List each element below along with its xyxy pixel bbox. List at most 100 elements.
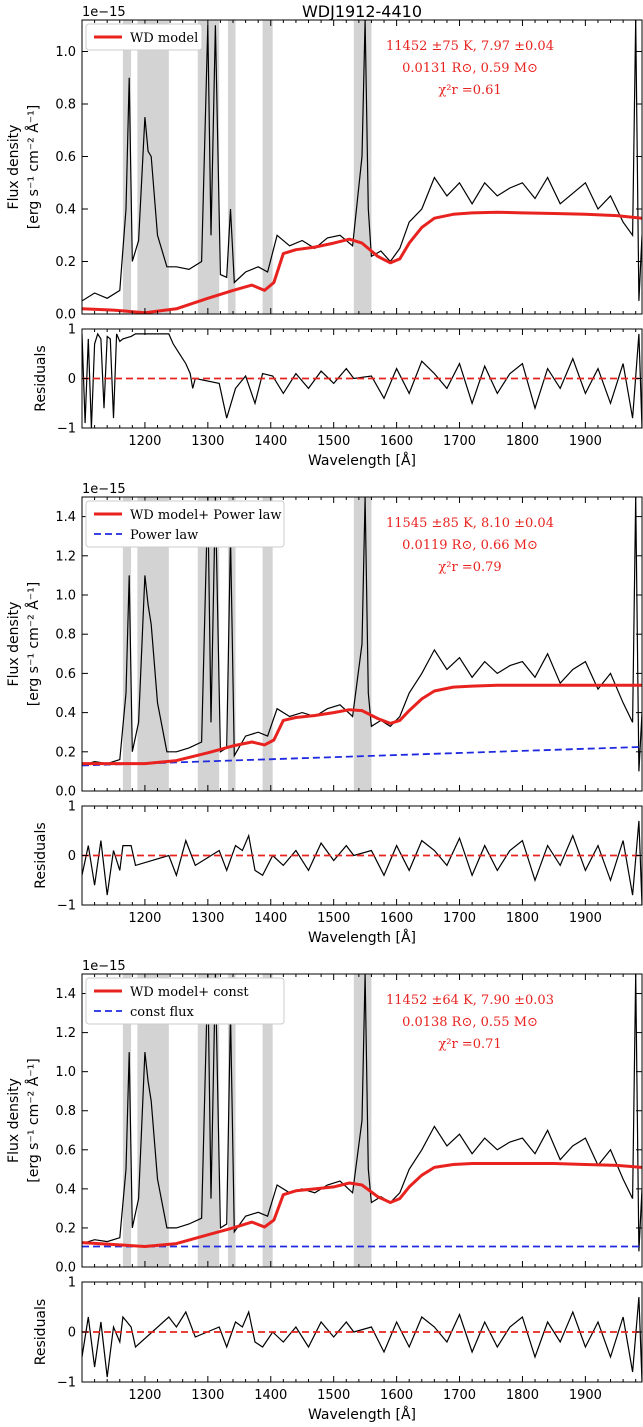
x-tick-label: 1200	[128, 1388, 161, 1403]
y-tick-label: 1	[68, 323, 76, 338]
y-tick-label: −1	[57, 899, 76, 914]
x-tick-label: 1500	[317, 911, 350, 926]
y-tick-label: 1.4	[55, 987, 76, 1002]
legend-label: Power law	[130, 528, 198, 543]
figure-title: WDJ1912-4410	[302, 2, 422, 21]
legend: WD model+ Power law Power law	[85, 500, 285, 548]
y-axis-label-units: [erg s⁻¹ cm⁻² Å⁻¹]	[25, 105, 42, 230]
fit-parameter-annotation: χ²r =0.79	[438, 560, 501, 575]
panel-2-flux: 0.0 0.2 0.4 0.6 0.8 1.0 1.2 1.4 1e−15 Flux densit…	[6, 482, 643, 800]
panel-3-residuals: −1 0 1 Residuals 1200 1300 1400 1500 1600 1700 180…	[33, 800, 643, 946]
y-tick-label: 0.2	[55, 745, 76, 760]
y-tick-label: 1.0	[55, 1065, 76, 1080]
y-tick-label: 0.6	[55, 1143, 76, 1158]
y-tick-label: −1	[57, 1376, 76, 1391]
fit-parameter-annotation: χ²r =0.61	[438, 83, 501, 98]
y-tick-label: 1	[68, 800, 76, 815]
legend-box	[85, 500, 285, 548]
x-tick-label: 1500	[317, 1388, 350, 1403]
y-tick-label: 0.6	[55, 667, 76, 682]
y-tick-label: 0	[68, 849, 76, 864]
y-tick-label: 1.0	[55, 45, 76, 60]
x-tick-label: 1400	[254, 434, 287, 449]
x-tick-label: 1600	[380, 1388, 413, 1403]
x-tick-label: 1900	[569, 1388, 602, 1403]
y-axis-label: Residuals	[33, 1299, 49, 1365]
axis-offset-text: 1e−15	[82, 5, 126, 20]
fit-parameter-annotation: 11452 ±64 K, 7.90 ±0.03	[386, 993, 554, 1008]
x-tick-label: 1300	[191, 911, 224, 926]
fit-parameter-annotation: χ²r =0.71	[438, 1037, 501, 1052]
masked-region	[262, 20, 273, 314]
y-tick-label: −1	[57, 422, 76, 437]
series-line-wd-model-const	[82, 1162, 642, 1248]
y-tick-label: 0.8	[55, 1104, 76, 1119]
x-tick-label: 1300	[191, 1388, 224, 1403]
y-axis-label: Flux density	[6, 1078, 22, 1163]
y-tick-label: 0.2	[55, 1221, 76, 1236]
masked-region	[227, 497, 236, 791]
plot-area-5	[82, 1296, 642, 1382]
panel-0-flux: 0.0 0.2 0.4 0.6 0.8 1.0 1e−15 Flux density [erg …	[6, 5, 643, 323]
legend: WD model	[85, 23, 203, 51]
masked-region	[262, 497, 273, 791]
y-tick-label: 0.4	[55, 1182, 76, 1197]
masked-region	[227, 20, 236, 314]
series-line-power-law	[82, 746, 642, 767]
masked-region	[262, 974, 273, 1267]
series-line-observed-spectrum	[82, 20, 642, 302]
y-tick-label: 0.0	[55, 1261, 76, 1276]
legend: WD model+ const const flux	[85, 977, 285, 1025]
x-tick-label: 1200	[128, 911, 161, 926]
legend-label: WD model+ const	[130, 985, 249, 1000]
fit-parameter-annotation: 0.0119 R⊙, 0.66 M⊙	[402, 538, 538, 553]
x-tick-label: 1800	[506, 911, 539, 926]
y-tick-label: 1	[68, 1276, 76, 1291]
panel-1-residuals: −1 0 1 Residuals 1200 1300 1400 1500 1600 1700 180…	[33, 323, 643, 469]
x-tick-label: 1700	[443, 434, 476, 449]
axes-frame	[81, 19, 643, 315]
y-tick-label: 0.8	[55, 98, 76, 113]
x-tick-label: 1500	[317, 434, 350, 449]
series-line-residuals	[82, 820, 642, 905]
fit-parameter-annotation: 11452 ±75 K, 7.97 ±0.04	[386, 39, 554, 54]
y-tick-label: 0.4	[55, 706, 76, 721]
axis-offset-text: 1e−15	[82, 959, 126, 974]
y-axis-label: Residuals	[33, 345, 49, 411]
x-tick-label: 1800	[506, 434, 539, 449]
y-axis-label: Residuals	[33, 822, 49, 888]
legend-label: const flux	[130, 1005, 195, 1020]
series-line-wd-model	[82, 210, 642, 314]
x-tick-label: 1700	[443, 911, 476, 926]
y-tick-label: 0.2	[55, 255, 76, 270]
axes-frame	[81, 496, 643, 792]
x-tick-label: 1900	[569, 911, 602, 926]
y-tick-label: 0	[68, 372, 76, 387]
y-tick-label: 1.2	[55, 1026, 76, 1041]
x-tick-label: 1200	[128, 434, 161, 449]
fit-parameter-annotation: 0.0131 R⊙, 0.59 M⊙	[402, 61, 538, 76]
masked-region	[227, 974, 236, 1267]
legend-box	[85, 977, 285, 1025]
plot-area-2	[82, 497, 642, 791]
y-axis-label-units: [erg s⁻¹ cm⁻² Å⁻¹]	[25, 582, 42, 707]
y-tick-label: 0.8	[55, 628, 76, 643]
masked-region	[353, 974, 372, 1267]
y-tick-label: 0	[68, 1326, 76, 1341]
y-axis-label: Flux density	[6, 125, 22, 210]
y-tick-label: 1.4	[55, 510, 76, 525]
axis-offset-text: 1e−15	[82, 482, 126, 497]
masked-region	[353, 20, 372, 314]
series-line-observed-spectrum	[82, 497, 642, 772]
plot-area-3	[82, 820, 642, 905]
y-axis-label-units: [erg s⁻¹ cm⁻² Å⁻¹]	[25, 1058, 42, 1183]
y-tick-label: 0.4	[55, 203, 76, 218]
series-line-wd-model-power-law	[82, 683, 642, 766]
x-tick-label: 1800	[506, 1388, 539, 1403]
x-tick-label: 1400	[254, 911, 287, 926]
y-axis-label: Flux density	[6, 602, 22, 687]
axes-frame	[81, 973, 643, 1268]
plot-area-1	[82, 332, 642, 428]
y-tick-label: 1.2	[55, 549, 76, 564]
